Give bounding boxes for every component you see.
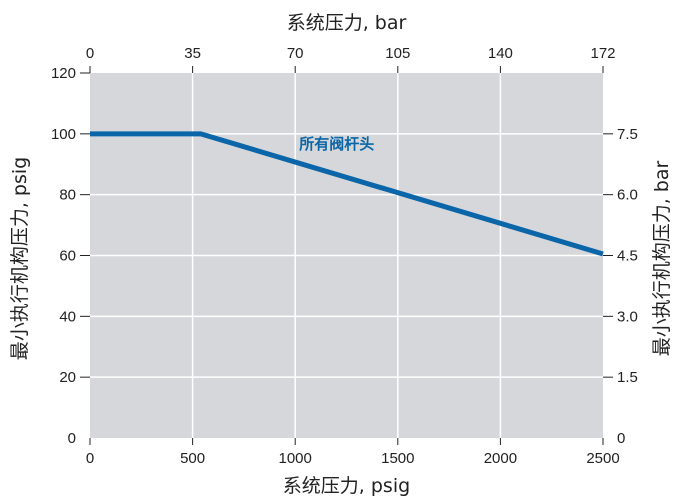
y-tick-label: 0 — [68, 430, 76, 447]
x2-tick-label: 105 — [385, 45, 410, 62]
x-tick-label: 1500 — [381, 450, 414, 467]
y2-axis-title: 最小执行机构压力, bar — [651, 161, 673, 357]
x2-axis-title: 系统压力, bar — [287, 12, 407, 34]
x2-tick-label: 140 — [488, 45, 513, 62]
y-tick-label: 100 — [51, 126, 76, 143]
x-tick-label: 1000 — [279, 450, 312, 467]
y2-tick-label: 1.5 — [617, 369, 638, 386]
annotations: 所有阀杆头 — [299, 135, 374, 153]
x-tick-label: 2000 — [484, 450, 517, 467]
x-axis-title: 系统压力, psig — [283, 475, 410, 497]
y2-tick-label: 0 — [617, 430, 625, 447]
x-tick-label: 500 — [180, 450, 205, 467]
x-tick-label: 2500 — [586, 450, 619, 467]
y2-tick-label: 7.5 — [617, 126, 638, 143]
x2-tick-label: 172 — [590, 45, 615, 62]
series-annotation-label: 所有阀杆头 — [299, 135, 374, 153]
x2-tick-label: 35 — [184, 45, 201, 62]
x-tick-label: 0 — [86, 450, 94, 467]
y-tick-label: 40 — [59, 308, 76, 325]
y-tick-label: 60 — [59, 248, 76, 265]
x2-tick-label: 70 — [287, 45, 304, 62]
y2-tick-label: 6.0 — [617, 187, 638, 204]
y-axis-title: 最小执行机构压力, psig — [9, 157, 31, 360]
y-tick-label: 80 — [59, 187, 76, 204]
y-tick-label: 120 — [51, 65, 76, 82]
y-tick-label: 20 — [59, 369, 76, 386]
x2-tick-label: 0 — [86, 45, 94, 62]
y2-tick-label: 3.0 — [617, 308, 638, 325]
y2-tick-label: 4.5 — [617, 248, 638, 265]
